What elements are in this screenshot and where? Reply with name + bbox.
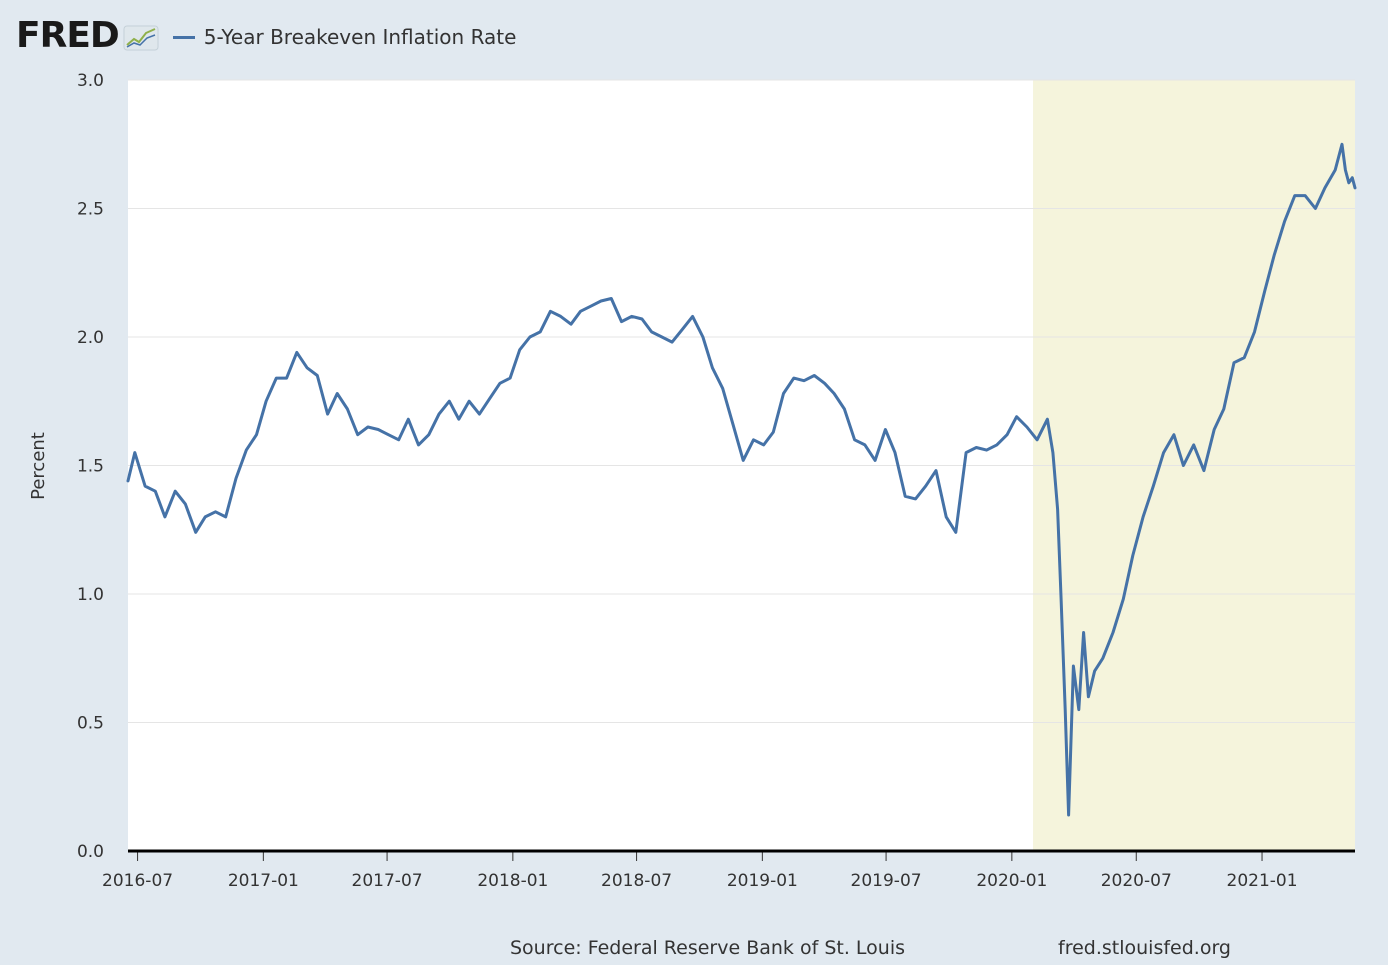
x-tick-label: 2020-07 bbox=[1101, 871, 1172, 891]
x-tick-label: 2017-07 bbox=[352, 871, 423, 891]
x-axis-ticks: 2016-07 2017-01 2017-07 2018-01 2018-07 2019-… bbox=[102, 851, 1298, 891]
source-url[interactable]: fred.stlouisfed.org bbox=[1058, 937, 1231, 959]
legend-series-label[interactable]: 5-Year Breakeven Inflation Rate bbox=[203, 25, 517, 49]
x-tick-label: 2018-01 bbox=[477, 871, 548, 891]
y-tick-label: 1.0 bbox=[77, 585, 104, 605]
x-tick-label: 2020-01 bbox=[976, 871, 1047, 891]
legend-swatch bbox=[172, 35, 195, 39]
y-tick-label: 0.0 bbox=[77, 842, 104, 862]
y-axis-label: Percent bbox=[28, 432, 49, 500]
x-tick-label: 2021-01 bbox=[1227, 871, 1298, 891]
chart-legend[interactable]: 5-Year Breakeven Inflation Rate bbox=[172, 25, 517, 49]
trend-line-icon bbox=[123, 25, 159, 51]
fred-logo: FRED bbox=[16, 15, 120, 56]
gridlines bbox=[128, 79, 1355, 723]
x-tick-label: 2016-07 bbox=[102, 871, 173, 891]
y-axis-ticks: 0.0 0.5 1.0 1.5 2.0 2.5 3.0 bbox=[77, 71, 104, 862]
y-tick-label: 1.5 bbox=[77, 457, 104, 477]
x-tick-label: 2018-07 bbox=[601, 871, 672, 891]
chart-header: FRED 5-Year Breakeven Inflation Rate bbox=[16, 14, 516, 58]
y-tick-label: 2.5 bbox=[77, 200, 104, 220]
source-credit: Source: Federal Reserve Bank of St. Loui… bbox=[510, 937, 906, 959]
y-tick-label: 2.0 bbox=[77, 328, 104, 348]
x-tick-label: 2019-07 bbox=[851, 871, 922, 891]
x-tick-label: 2017-01 bbox=[228, 871, 299, 891]
x-tick-label: 2019-01 bbox=[727, 871, 798, 891]
y-tick-label: 0.5 bbox=[77, 714, 104, 734]
series-line-0 bbox=[126, 142, 1357, 817]
series-line bbox=[126, 142, 1357, 817]
y-tick-label: 3.0 bbox=[77, 71, 104, 91]
